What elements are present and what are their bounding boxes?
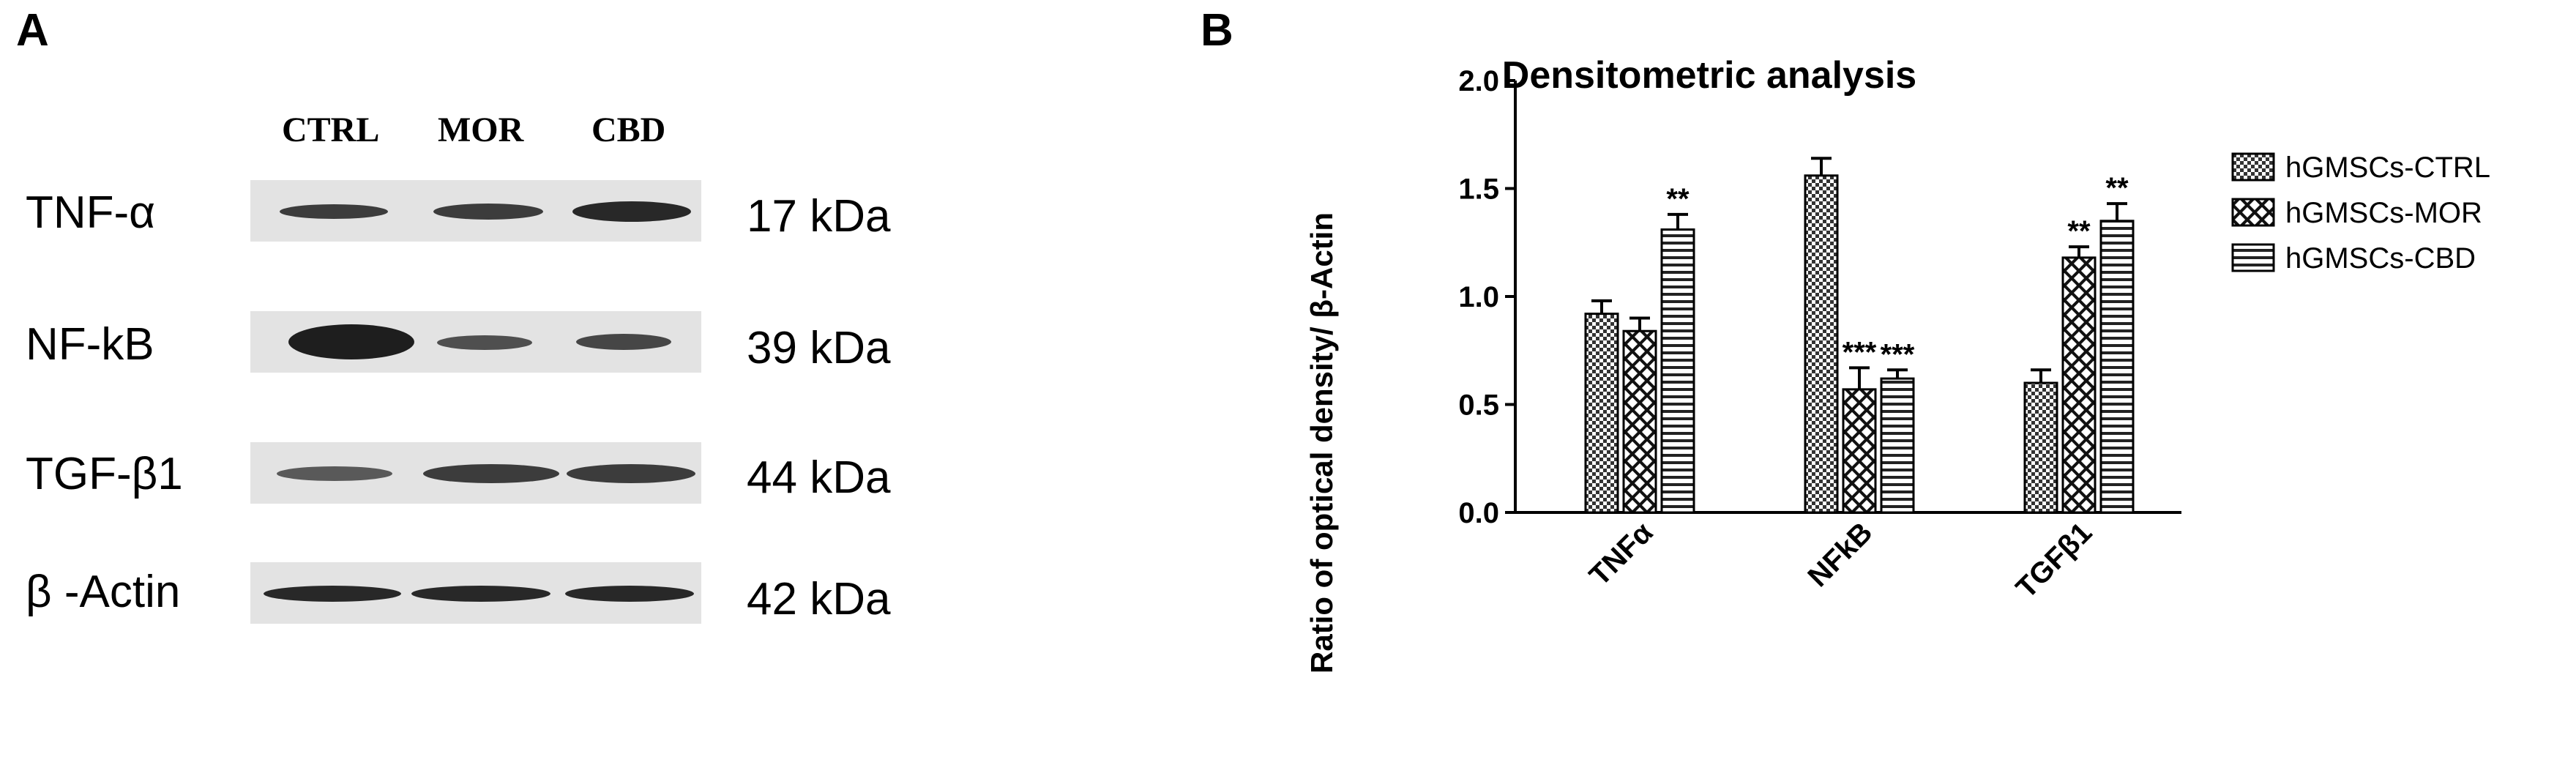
- band-tnf-cbd: [572, 201, 691, 222]
- bar: [1622, 329, 1657, 514]
- significance-label: **: [2105, 172, 2129, 204]
- kda-label-tnf: 17 kDa: [747, 191, 891, 242]
- lane-label-cbd: CBD: [591, 111, 666, 149]
- blot-strip-tnf: [250, 180, 701, 242]
- blot-strip-nfkb: [250, 311, 701, 373]
- band-nfkb-mor: [437, 335, 532, 350]
- band-actin-cbd: [565, 586, 694, 602]
- y-tick-label: 0.0: [1458, 497, 1499, 529]
- protein-label-tnf: TNF-α: [26, 187, 156, 238]
- significance-label: ***: [1881, 338, 1915, 370]
- y-tick-label: 1.0: [1458, 281, 1499, 313]
- kda-label-nfkb: 39 kDa: [747, 323, 891, 373]
- x-tick-label: TGFβ1: [2010, 516, 2099, 605]
- legend-swatch: [2231, 243, 2275, 272]
- protein-label-actin: β -Actin: [26, 567, 181, 617]
- significance-label: **: [2067, 215, 2091, 247]
- bar: [1804, 174, 1839, 514]
- band-tgf-cbd: [567, 464, 695, 483]
- legend-label: hGMSCs-CBD: [2285, 242, 2476, 275]
- y-axis-label: Ratio of optical density/ β-Actin: [1304, 212, 1339, 674]
- x-tick-label: NFkB: [1802, 516, 1878, 593]
- y-tick-label: 2.0: [1458, 65, 1499, 97]
- band-tgf-ctrl: [277, 466, 392, 481]
- protein-label-nfkb: NF-kB: [26, 319, 154, 370]
- band-nfkb-ctrl: [288, 324, 414, 359]
- bar: [2061, 256, 2097, 514]
- band-tgf-mor: [423, 464, 559, 483]
- lane-label-mor: MOR: [438, 111, 524, 149]
- protein-label-tgf: TGF-β1: [26, 449, 183, 499]
- y-tick-label: 0.5: [1458, 389, 1499, 422]
- bar: [2099, 220, 2135, 514]
- panel-a-label: A: [16, 5, 49, 56]
- panel-b-label: B: [1201, 5, 1233, 56]
- lane-label-ctrl: CTRL: [282, 111, 380, 149]
- significance-label: **: [1666, 183, 1690, 215]
- band-actin-ctrl: [264, 586, 401, 602]
- bar: [1880, 377, 1915, 514]
- y-tick-label: 1.5: [1458, 174, 1499, 206]
- band-actin-mor: [411, 586, 550, 602]
- significance-label: ***: [1843, 336, 1877, 368]
- blot-strip-tgf: [250, 442, 701, 504]
- bar: [1842, 388, 1877, 514]
- bar: [1584, 313, 1619, 514]
- x-tick-label: TNFα: [1583, 516, 1660, 592]
- legend-swatch: [2231, 198, 2275, 227]
- kda-label-tgf: 44 kDa: [747, 452, 891, 503]
- legend-swatch: [2231, 152, 2275, 182]
- bar: [2023, 381, 2058, 514]
- bar: [1660, 228, 1695, 514]
- chart-title: Densitometric analysis: [1502, 54, 1916, 97]
- band-nfkb-cbd: [576, 334, 671, 350]
- blot-strip-actin: [250, 562, 701, 624]
- densitometry-chart: Densitometric analysis Ratio of optical …: [1304, 54, 2490, 674]
- legend-label: hGMSCs-CTRL: [2285, 152, 2490, 184]
- band-tnf-ctrl: [280, 204, 388, 219]
- band-tnf-mor: [433, 204, 543, 220]
- kda-label-actin: 42 kDa: [747, 574, 891, 624]
- legend-label: hGMSCs-MOR: [2285, 197, 2482, 229]
